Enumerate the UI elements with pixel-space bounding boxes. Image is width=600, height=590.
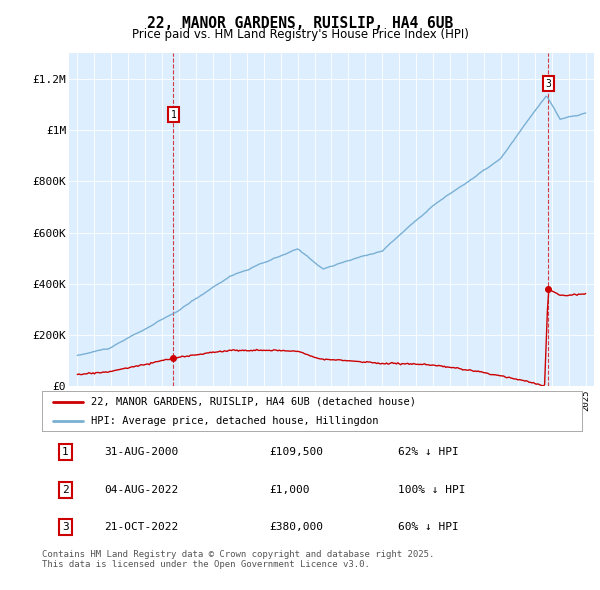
Text: £1,000: £1,000 [269, 485, 310, 494]
Text: Contains HM Land Registry data © Crown copyright and database right 2025.
This d: Contains HM Land Registry data © Crown c… [42, 550, 434, 569]
Text: 62% ↓ HPI: 62% ↓ HPI [398, 447, 459, 457]
Text: £380,000: £380,000 [269, 522, 323, 532]
Text: 3: 3 [62, 522, 68, 532]
Text: 100% ↓ HPI: 100% ↓ HPI [398, 485, 466, 494]
Text: 2: 2 [62, 485, 68, 494]
Text: £109,500: £109,500 [269, 447, 323, 457]
Text: 60% ↓ HPI: 60% ↓ HPI [398, 522, 459, 532]
Text: 31-AUG-2000: 31-AUG-2000 [104, 447, 178, 457]
Text: 1: 1 [62, 447, 68, 457]
Text: HPI: Average price, detached house, Hillingdon: HPI: Average price, detached house, Hill… [91, 416, 378, 425]
Text: 22, MANOR GARDENS, RUISLIP, HA4 6UB (detached house): 22, MANOR GARDENS, RUISLIP, HA4 6UB (det… [91, 397, 416, 407]
Text: 22, MANOR GARDENS, RUISLIP, HA4 6UB: 22, MANOR GARDENS, RUISLIP, HA4 6UB [147, 16, 453, 31]
Text: 21-OCT-2022: 21-OCT-2022 [104, 522, 178, 532]
Text: 3: 3 [545, 79, 551, 89]
Text: 04-AUG-2022: 04-AUG-2022 [104, 485, 178, 494]
Text: 1: 1 [170, 110, 176, 120]
Text: Price paid vs. HM Land Registry's House Price Index (HPI): Price paid vs. HM Land Registry's House … [131, 28, 469, 41]
